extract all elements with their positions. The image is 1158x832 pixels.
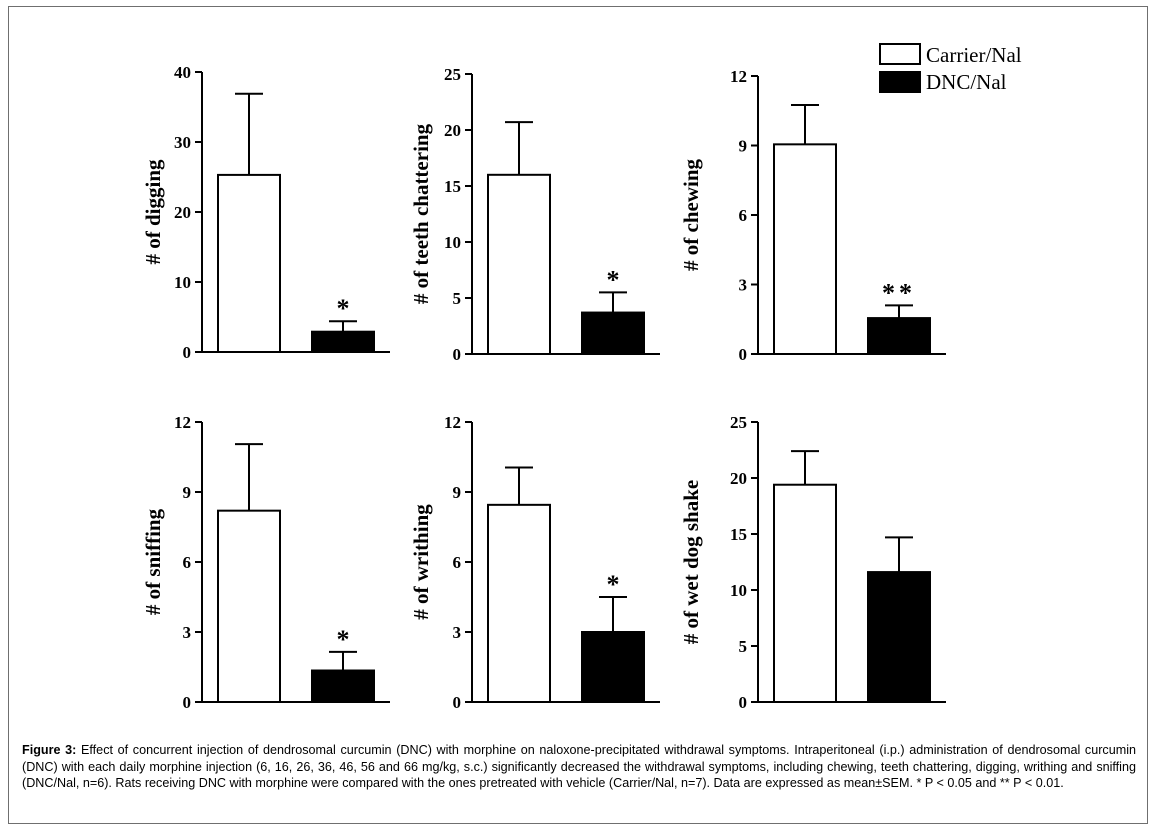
chart-panel-3: 0 3 6 9 12 # of chewing ** [679, 67, 946, 364]
chart-panel-1: 0 10 20 30 40 # of digging * [141, 63, 390, 362]
bar-carrier [217, 173, 281, 353]
bar-dnc [867, 571, 931, 704]
bar-carrier [217, 509, 281, 703]
y-tick-label: 25 [444, 65, 461, 84]
y-tick-label: 20 [444, 121, 461, 140]
significance-marker: * [607, 265, 620, 294]
legend-label-carrier: Carrier/Nal [926, 43, 1022, 67]
y-tick-label: 6 [453, 553, 462, 572]
figure-caption: Figure 3: Effect of concurrent injection… [22, 742, 1136, 792]
bar-carrier [487, 503, 551, 704]
y-axis-label: # of chewing [679, 159, 703, 271]
y-tick-label: 9 [739, 137, 748, 156]
y-tick-label: 9 [453, 483, 462, 502]
y-tick-label: 20 [730, 469, 747, 488]
y-tick-label: 5 [453, 289, 462, 308]
chart-panel-2: 0 5 10 15 20 25 # of teeth chattering * [409, 65, 660, 364]
bar-dnc [581, 631, 645, 703]
significance-marker: * [337, 625, 350, 654]
bar-carrier [773, 143, 837, 355]
y-tick-label: 15 [444, 177, 461, 196]
y-tick-label: 5 [739, 637, 748, 656]
legend: Carrier/Nal DNC/Nal [879, 43, 1022, 94]
significance-marker: * [337, 294, 350, 323]
y-tick-label: 15 [730, 525, 747, 544]
y-tick-label: 30 [174, 133, 191, 152]
y-axis-label: # of digging [141, 159, 165, 265]
y-tick-label: 9 [183, 483, 192, 502]
chart-panel-6: 0 5 10 15 20 25 # of wet dog shake [679, 413, 946, 712]
y-tick-label: 6 [739, 206, 748, 225]
y-tick-label: 0 [739, 693, 748, 712]
y-tick-label: 10 [444, 233, 461, 252]
y-axis-label: # of wet dog shake [679, 480, 703, 645]
bar-carrier [487, 173, 551, 355]
y-tick-label: 40 [174, 63, 191, 82]
y-tick-label: 3 [453, 623, 462, 642]
y-tick-label: 0 [739, 345, 748, 364]
caption-text: Effect of concurrent injection of dendro… [22, 743, 1136, 791]
y-axis-label: # of sniffing [141, 508, 165, 615]
y-tick-label: 6 [183, 553, 192, 572]
y-tick-label: 10 [730, 581, 747, 600]
y-tick-label: 12 [444, 413, 461, 432]
y-tick-label: 25 [730, 413, 747, 432]
bar-dnc [581, 311, 645, 355]
bar-dnc [311, 669, 375, 703]
chart-panel-5: 0 3 6 9 12 # of writhing * [409, 413, 660, 712]
y-tick-label: 20 [174, 203, 191, 222]
legend-swatch-dnc [879, 71, 921, 93]
legend-swatch-carrier [879, 43, 921, 65]
bar-carrier [773, 483, 837, 703]
chart-panel-4: 0 3 6 9 12 # of sniffing * [141, 413, 390, 712]
y-axis-label: # of teeth chattering [409, 123, 433, 304]
significance-marker: ** [882, 278, 916, 307]
y-tick-label: 10 [174, 273, 191, 292]
bar-dnc [867, 317, 931, 356]
y-tick-label: 0 [183, 343, 192, 362]
y-tick-label: 12 [730, 67, 747, 86]
significance-marker: * [607, 570, 620, 599]
y-tick-label: 12 [174, 413, 191, 432]
bar-dnc [311, 330, 375, 354]
legend-label-dnc: DNC/Nal [926, 70, 1007, 94]
y-tick-label: 0 [453, 345, 462, 364]
y-tick-label: 3 [183, 623, 192, 642]
y-tick-label: 0 [453, 693, 462, 712]
y-axis-label: # of writhing [409, 504, 433, 620]
y-tick-label: 0 [183, 693, 192, 712]
caption-label: Figure 3: [22, 743, 77, 757]
y-tick-label: 3 [739, 276, 748, 295]
